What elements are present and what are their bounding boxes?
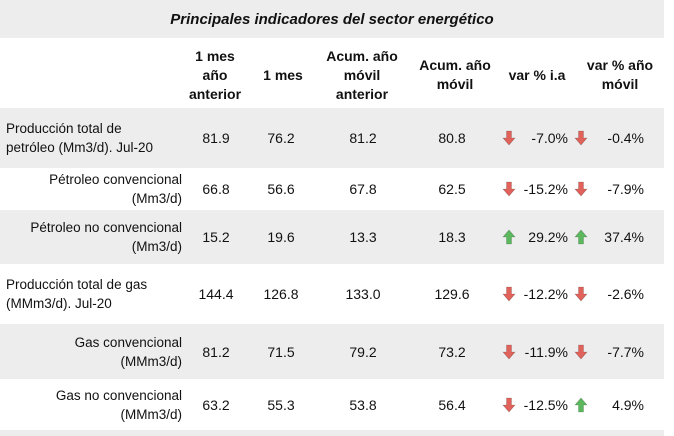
row-label-line: Pétroleo convencional — [49, 172, 182, 187]
header-1-mes: 1 mes — [253, 44, 313, 106]
row-label-line: (MMm3/d) — [120, 353, 183, 369]
row-label-line: Producción total de gas — [6, 277, 148, 292]
var-anio-movil-value: -7.9% — [607, 181, 644, 197]
arrow-down-icon — [574, 344, 588, 360]
arrow-up-icon — [574, 397, 588, 413]
header-line: 1 mes — [195, 47, 235, 64]
row-label: Producción total de petróleo (Mm3/d). Jul… — [6, 119, 153, 157]
var-ia-value: -12.2% — [523, 286, 568, 302]
header-line: móvil — [601, 76, 639, 92]
header-line: móvil — [436, 76, 474, 92]
row-label-line: (Mm3/d) — [131, 191, 182, 206]
var-anio-movil-value: -7.7% — [607, 343, 644, 360]
cell-v3: 79.2 — [349, 343, 377, 360]
cell-v2: 126.8 — [263, 286, 299, 302]
cell-v3: 67.8 — [349, 181, 377, 197]
row-label: Gas no convencional (MMm3/d) — [6, 386, 182, 424]
row-label: Producción total de gas (MMm3/d). Jul-20 — [6, 275, 147, 313]
row-label-line: Pétroleo no convencional — [30, 220, 182, 235]
var-anio-movil-value: 4.9% — [612, 396, 644, 413]
cell-v2: 55.3 — [267, 396, 295, 413]
cell-v3: 13.3 — [349, 229, 377, 245]
cell-v1: 81.9 — [202, 130, 230, 146]
header-line: var % año — [586, 57, 654, 73]
row-label-line: Producción total de — [6, 121, 122, 136]
var-ia-value: 29.2% — [528, 229, 568, 245]
var-ia-value: -12.5% — [523, 396, 568, 413]
header-line: anterior — [335, 85, 389, 102]
cell-v3: 133.0 — [345, 286, 381, 302]
cell-v2: 76.2 — [267, 130, 295, 146]
arrow-up-icon — [574, 229, 588, 245]
cell-v1: 15.2 — [202, 229, 230, 245]
header-line: año — [202, 66, 228, 83]
cell-v3: 81.2 — [349, 130, 377, 146]
row-label-line: petróleo (Mm3/d). Jul-20 — [6, 140, 154, 155]
table-row: Producción total de gas (MMm3/d). Jul-20 1… — [0, 264, 664, 324]
var-anio-movil-value: 37.4% — [604, 229, 644, 245]
cell-v1: 66.8 — [202, 181, 230, 197]
header-line: 1 mes — [263, 66, 303, 83]
arrow-down-icon — [502, 130, 516, 146]
var-ia-value: -7.0% — [531, 130, 568, 146]
row-label-line: (MMm3/d). Jul-20 — [6, 296, 112, 311]
header-line: anterior — [188, 85, 242, 102]
var-anio-movil-value: -2.6% — [607, 286, 644, 302]
table-row: Gas no convencional (MMm3/d) 63.2 55.3 53.8 5… — [0, 379, 664, 430]
header-line: Acum. año — [326, 47, 398, 64]
cell-v3: 53.8 — [349, 396, 377, 413]
cell-v2: 19.6 — [267, 229, 295, 245]
header-line: var % i.a — [508, 66, 566, 83]
cell-v4: 56.4 — [438, 396, 466, 413]
row-label-line: Gas convencional — [74, 334, 182, 350]
arrow-down-icon — [574, 130, 588, 146]
header-acum-anio-movil: Acum. año móvil — [410, 44, 500, 106]
arrow-up-icon — [502, 229, 516, 245]
cell-v2: 56.6 — [267, 181, 295, 197]
row-label: Pétroleo convencional (Mm3/d) — [6, 170, 182, 208]
header-line: móvil — [343, 66, 381, 83]
row-label-line: (MMm3/d) — [120, 406, 183, 422]
table-bottom-strip — [0, 430, 664, 436]
header-acum-anio-movil-anterior: Acum. año móvil anterior — [317, 44, 407, 106]
row-label: Gas convencional (MMm3/d) — [6, 333, 182, 371]
row-label: Pétroleo no convencional (Mm3/d) — [6, 218, 182, 256]
table-row: Gas convencional (MMm3/d) 81.2 71.5 79.2 73.2… — [0, 324, 664, 379]
row-label-line: (Mm3/d) — [131, 239, 182, 254]
arrow-down-icon — [502, 344, 516, 360]
cell-v4: 73.2 — [438, 343, 466, 360]
header-1-mes-anio-anterior: 1 mes año anterior — [185, 44, 245, 106]
var-ia-value: -15.2% — [523, 181, 568, 197]
arrow-down-icon — [574, 181, 588, 197]
header-var-ia: var % i.a — [498, 44, 576, 106]
cell-v1: 81.2 — [202, 343, 230, 360]
arrow-down-icon — [574, 286, 588, 302]
cell-v4: 80.8 — [438, 130, 466, 146]
arrow-down-icon — [502, 181, 516, 197]
table-title: Principales indicadores del sector energ… — [0, 0, 664, 38]
row-label-line: Gas no convencional — [55, 387, 182, 403]
arrow-down-icon — [502, 286, 516, 302]
cell-v2: 71.5 — [267, 343, 295, 360]
var-ia-value: -11.9% — [524, 343, 568, 360]
table-row: Producción total de petróleo (Mm3/d). Jul… — [0, 108, 664, 168]
cell-v4: 18.3 — [438, 229, 466, 245]
arrow-down-icon — [502, 397, 516, 413]
header-line: Acum. año — [419, 57, 491, 73]
cell-v4: 62.5 — [438, 181, 466, 197]
cell-v1: 144.4 — [198, 286, 234, 302]
cell-v4: 129.6 — [434, 286, 470, 302]
table-row: Pétroleo convencional (Mm3/d) 66.8 56.6 67.8… — [0, 168, 664, 210]
cell-v1: 63.2 — [202, 396, 230, 413]
header-var-anio-movil: var % año móvil — [576, 44, 664, 106]
var-anio-movil-value: -0.4% — [607, 130, 644, 146]
table-row: Pétroleo no convencional (Mm3/d) 15.2 19.6 1… — [0, 210, 664, 264]
